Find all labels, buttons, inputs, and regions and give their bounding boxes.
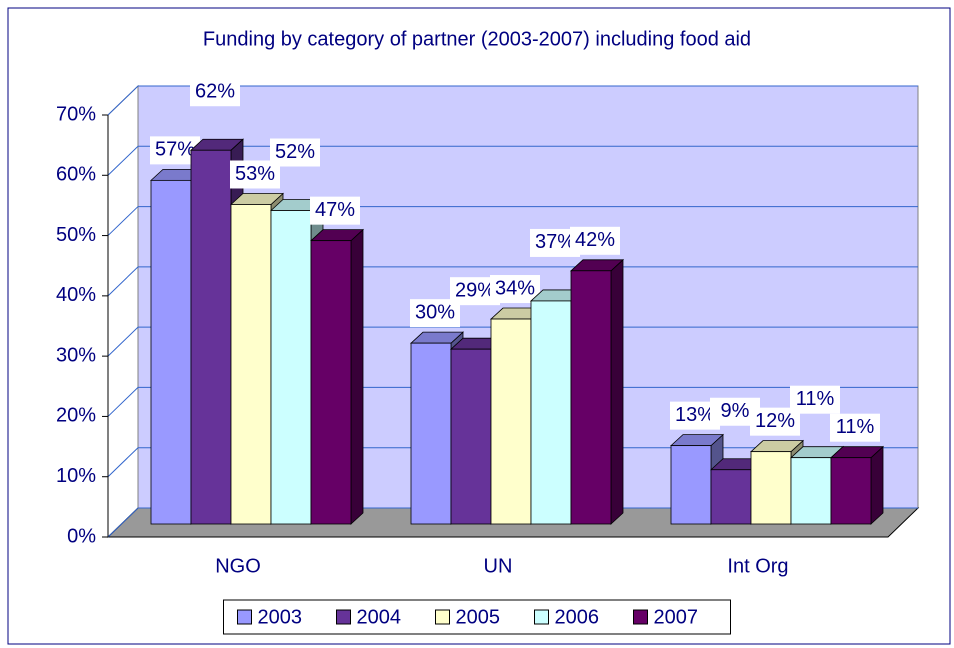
data-label-box: [310, 196, 360, 225]
y-tick-label: 70%: [56, 103, 96, 125]
legend-label: 2006: [555, 606, 600, 628]
data-label: 34%: [495, 277, 535, 299]
y-tick-label: 0%: [67, 525, 96, 547]
data-label: 42%: [575, 229, 615, 251]
data-label: 30%: [415, 301, 455, 323]
bar: [710, 469, 752, 525]
bar: [670, 445, 712, 525]
legend-swatch: [534, 609, 549, 625]
data-label: 29%: [455, 279, 495, 301]
bar: [190, 149, 232, 525]
legend-swatch: [336, 609, 351, 625]
legend-swatch: [633, 609, 648, 625]
data-label: 12%: [755, 410, 795, 432]
data-label: 53%: [235, 163, 275, 185]
data-label: 9%: [721, 400, 750, 422]
grid-line: [107, 266, 918, 297]
data-label: 13%: [675, 404, 715, 426]
data-label: 11%: [836, 416, 875, 438]
data-label-box: [570, 226, 620, 255]
data-label: 57%: [155, 139, 195, 161]
bar: [270, 210, 312, 525]
data-label-box: [790, 385, 840, 414]
legend-label: 2004: [357, 606, 402, 628]
data-label-box: [830, 413, 880, 442]
data-label: 37%: [535, 231, 575, 253]
y-tick-label: 20%: [56, 405, 96, 427]
side-wall: [107, 84, 139, 539]
grid-line: [107, 507, 918, 538]
bar: [410, 342, 452, 525]
bar: [450, 348, 492, 525]
grid-line: [107, 145, 918, 176]
bar: [750, 451, 792, 525]
grid-line: [107, 386, 918, 417]
data-label-box: [270, 138, 320, 167]
chart-title: Funding by category of partner (2003-200…: [203, 28, 751, 50]
y-tick-label: 10%: [56, 465, 96, 487]
legend-label: 2007: [654, 606, 699, 628]
bar: [230, 204, 272, 525]
y-tick-label: 30%: [56, 344, 96, 366]
bar-side: [610, 258, 624, 525]
bar-side: [350, 228, 364, 525]
data-label-box: [490, 275, 540, 304]
legend-swatch: [435, 609, 450, 625]
bar: [150, 179, 192, 525]
x-tick-label: Int Org: [727, 555, 788, 577]
bar-side: [870, 445, 884, 525]
data-label: 62%: [195, 81, 235, 103]
data-label: 52%: [275, 141, 315, 163]
bar: [830, 457, 872, 525]
bar: [490, 318, 532, 525]
bar: [790, 457, 832, 525]
legend-label: 2003: [258, 606, 303, 628]
x-tick-label: UN: [484, 555, 513, 577]
grid-line: [107, 447, 918, 478]
bar: [530, 300, 572, 525]
x-tick-label: NGO: [215, 555, 261, 577]
y-tick-label: 50%: [56, 224, 96, 246]
data-label: 47%: [315, 199, 355, 221]
data-label-box: [190, 78, 240, 107]
grid-line: [107, 326, 918, 357]
y-tick-label: 60%: [56, 164, 96, 186]
y-tick-label: 40%: [56, 284, 96, 306]
grid-line: [107, 206, 918, 236]
data-label: 11%: [796, 388, 835, 410]
legend-swatch: [237, 609, 252, 625]
bar: [310, 240, 352, 525]
legend-label: 2005: [456, 606, 501, 628]
bar: [570, 270, 612, 525]
grid-line: [107, 85, 918, 116]
